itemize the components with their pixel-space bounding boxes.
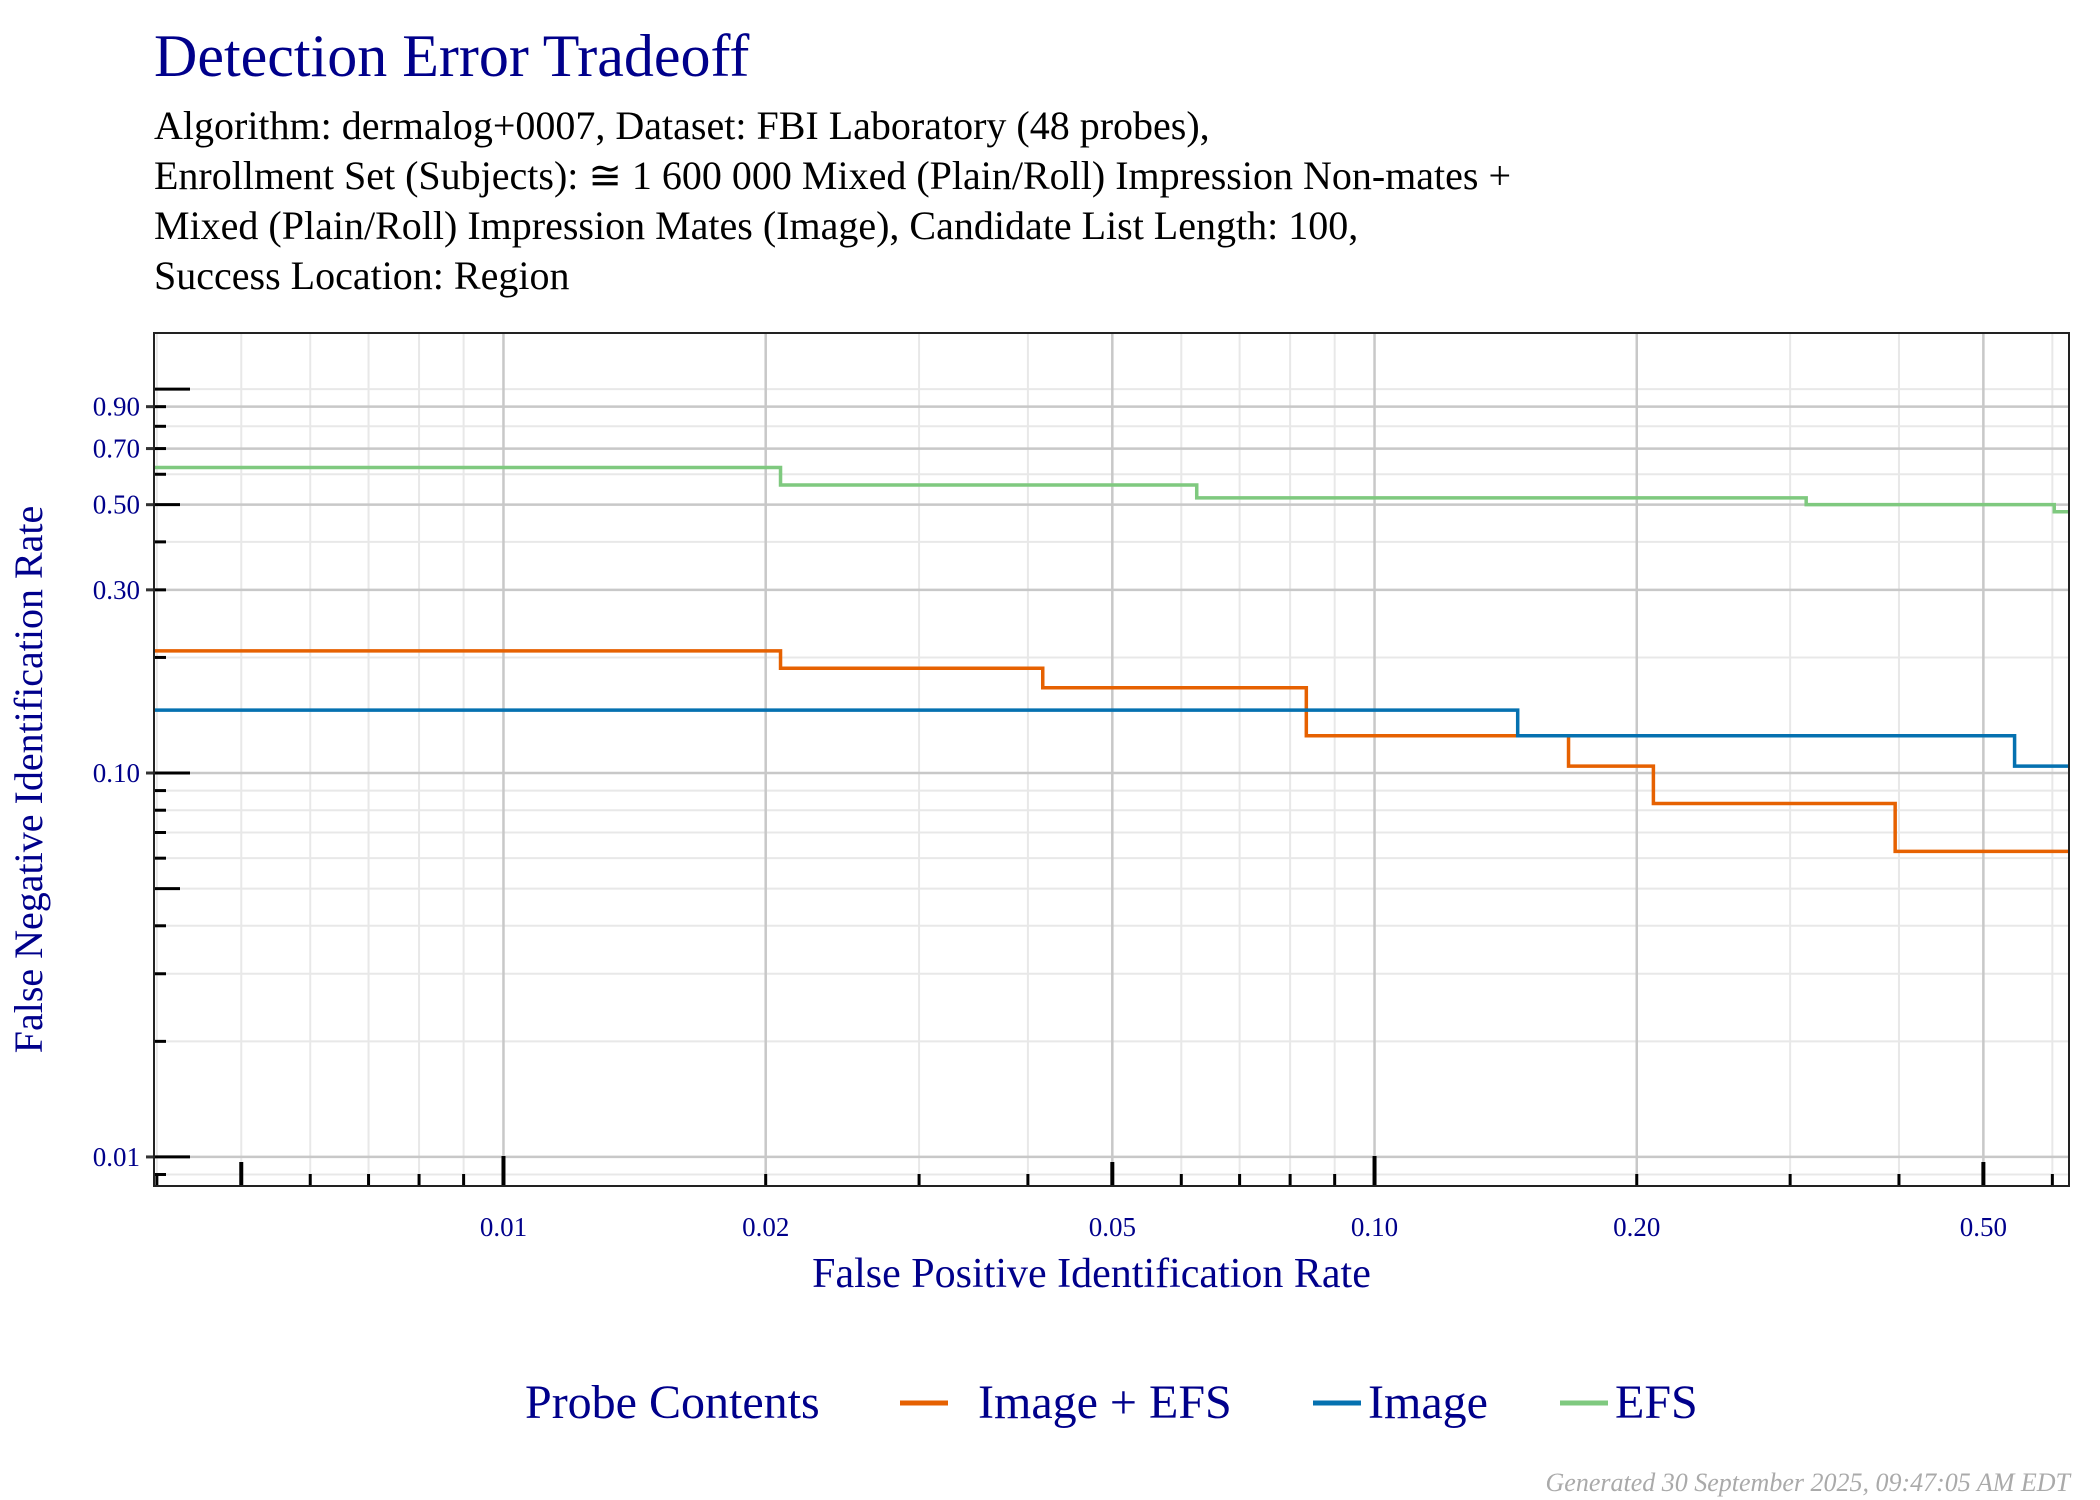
legend-title: Probe Contents bbox=[525, 1376, 820, 1429]
y-tick-label: 0.70 bbox=[93, 434, 140, 464]
x-tick-label: 0.01 bbox=[480, 1212, 527, 1242]
y-axis-label: False Negative Identification Rate bbox=[6, 506, 51, 1054]
x-tick-label: 0.10 bbox=[1351, 1212, 1398, 1242]
generated-timestamp: Generated 30 September 2025, 09:47:05 AM… bbox=[1545, 1468, 2070, 1497]
x-tick-label: 0.05 bbox=[1089, 1212, 1136, 1242]
x-tick-label: 0.50 bbox=[1960, 1212, 2007, 1242]
y-tick-label: 0.01 bbox=[93, 1142, 140, 1172]
series-line-efs bbox=[154, 465, 2069, 514]
legend-label: Image bbox=[1368, 1376, 1488, 1429]
y-tick-label: 0.90 bbox=[93, 392, 140, 422]
series-line-image-efs bbox=[154, 649, 2069, 854]
chart-subtitle-line: Mixed (Plain/Roll) Impression Mates (Ima… bbox=[154, 203, 1359, 248]
series-line-image bbox=[154, 708, 2069, 768]
legend-label: Image + EFS bbox=[978, 1376, 1232, 1429]
x-tick-label: 0.02 bbox=[742, 1212, 789, 1242]
x-axis-label: False Positive Identification Rate bbox=[812, 1251, 1371, 1297]
plot-frame bbox=[153, 332, 2070, 1187]
chart-title: Detection Error Tradeoff bbox=[154, 23, 750, 89]
y-tick-label: 0.50 bbox=[93, 490, 140, 520]
legend: Probe Contents Image + EFS Image EFS bbox=[525, 1376, 1698, 1429]
x-tick-label: 0.20 bbox=[1613, 1212, 1660, 1242]
y-tick-label: 0.30 bbox=[93, 575, 140, 605]
chart-subtitle-line: Algorithm: dermalog+0007, Dataset: FBI L… bbox=[154, 103, 1210, 148]
y-tick-label: 0.10 bbox=[93, 758, 140, 788]
chart-subtitle-line: Enrollment Set (Subjects): ≅ 1 600 000 M… bbox=[154, 153, 1512, 198]
legend-label: EFS bbox=[1615, 1376, 1698, 1429]
chart-subtitle-line: Success Location: Region bbox=[154, 253, 570, 298]
